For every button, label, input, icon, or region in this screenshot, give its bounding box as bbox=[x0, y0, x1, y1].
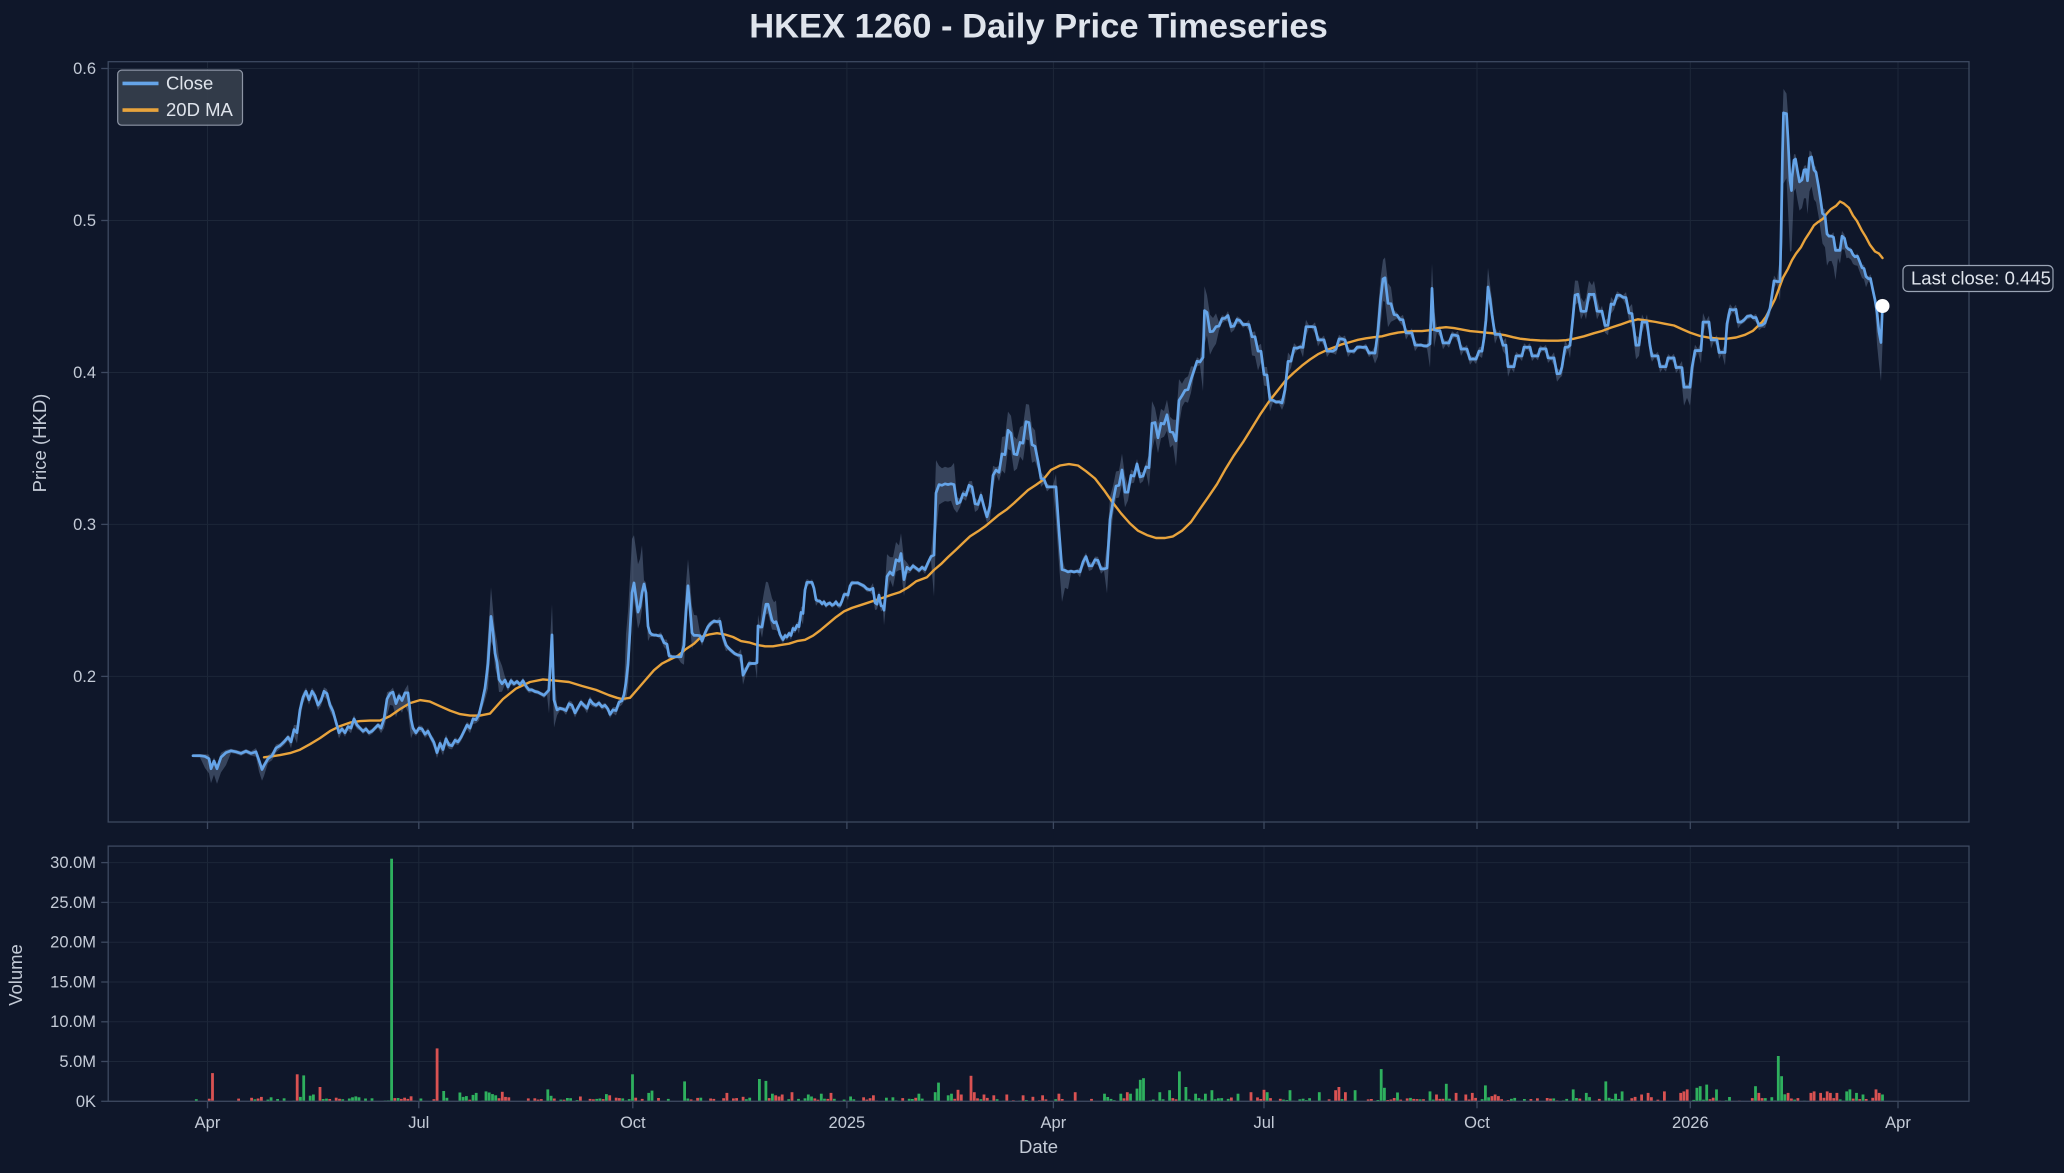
svg-text:0.4: 0.4 bbox=[73, 364, 96, 382]
svg-text:Close: Close bbox=[166, 73, 213, 94]
svg-text:HKEX 1260 - Daily Price Timese: HKEX 1260 - Daily Price Timeseries bbox=[749, 8, 1328, 46]
svg-text:2026: 2026 bbox=[1672, 1114, 1709, 1132]
svg-text:0K: 0K bbox=[76, 1093, 96, 1111]
svg-text:Apr: Apr bbox=[1041, 1114, 1067, 1132]
svg-text:Oct: Oct bbox=[620, 1114, 646, 1132]
svg-text:Volume: Volume bbox=[5, 944, 26, 1006]
svg-text:30.0M: 30.0M bbox=[50, 854, 96, 872]
svg-text:Date: Date bbox=[1019, 1136, 1058, 1157]
svg-text:0.5: 0.5 bbox=[73, 212, 96, 230]
svg-text:20D MA: 20D MA bbox=[166, 99, 233, 120]
svg-text:Last close: 0.445: Last close: 0.445 bbox=[1911, 268, 2051, 289]
svg-text:Oct: Oct bbox=[1464, 1114, 1490, 1132]
svg-text:0.3: 0.3 bbox=[73, 516, 96, 534]
svg-text:0.2: 0.2 bbox=[73, 668, 96, 686]
svg-text:25.0M: 25.0M bbox=[50, 894, 96, 912]
svg-text:Apr: Apr bbox=[1885, 1114, 1911, 1132]
svg-text:Apr: Apr bbox=[195, 1114, 221, 1132]
svg-text:Jul: Jul bbox=[408, 1114, 429, 1132]
svg-text:20.0M: 20.0M bbox=[50, 934, 96, 952]
svg-text:0.6: 0.6 bbox=[73, 60, 96, 78]
svg-text:10.0M: 10.0M bbox=[50, 1013, 96, 1031]
svg-text:2025: 2025 bbox=[829, 1114, 866, 1132]
svg-text:5.0M: 5.0M bbox=[59, 1053, 96, 1071]
svg-text:Price (HKD): Price (HKD) bbox=[29, 394, 50, 493]
svg-text:15.0M: 15.0M bbox=[50, 974, 96, 992]
svg-text:Jul: Jul bbox=[1253, 1114, 1274, 1132]
